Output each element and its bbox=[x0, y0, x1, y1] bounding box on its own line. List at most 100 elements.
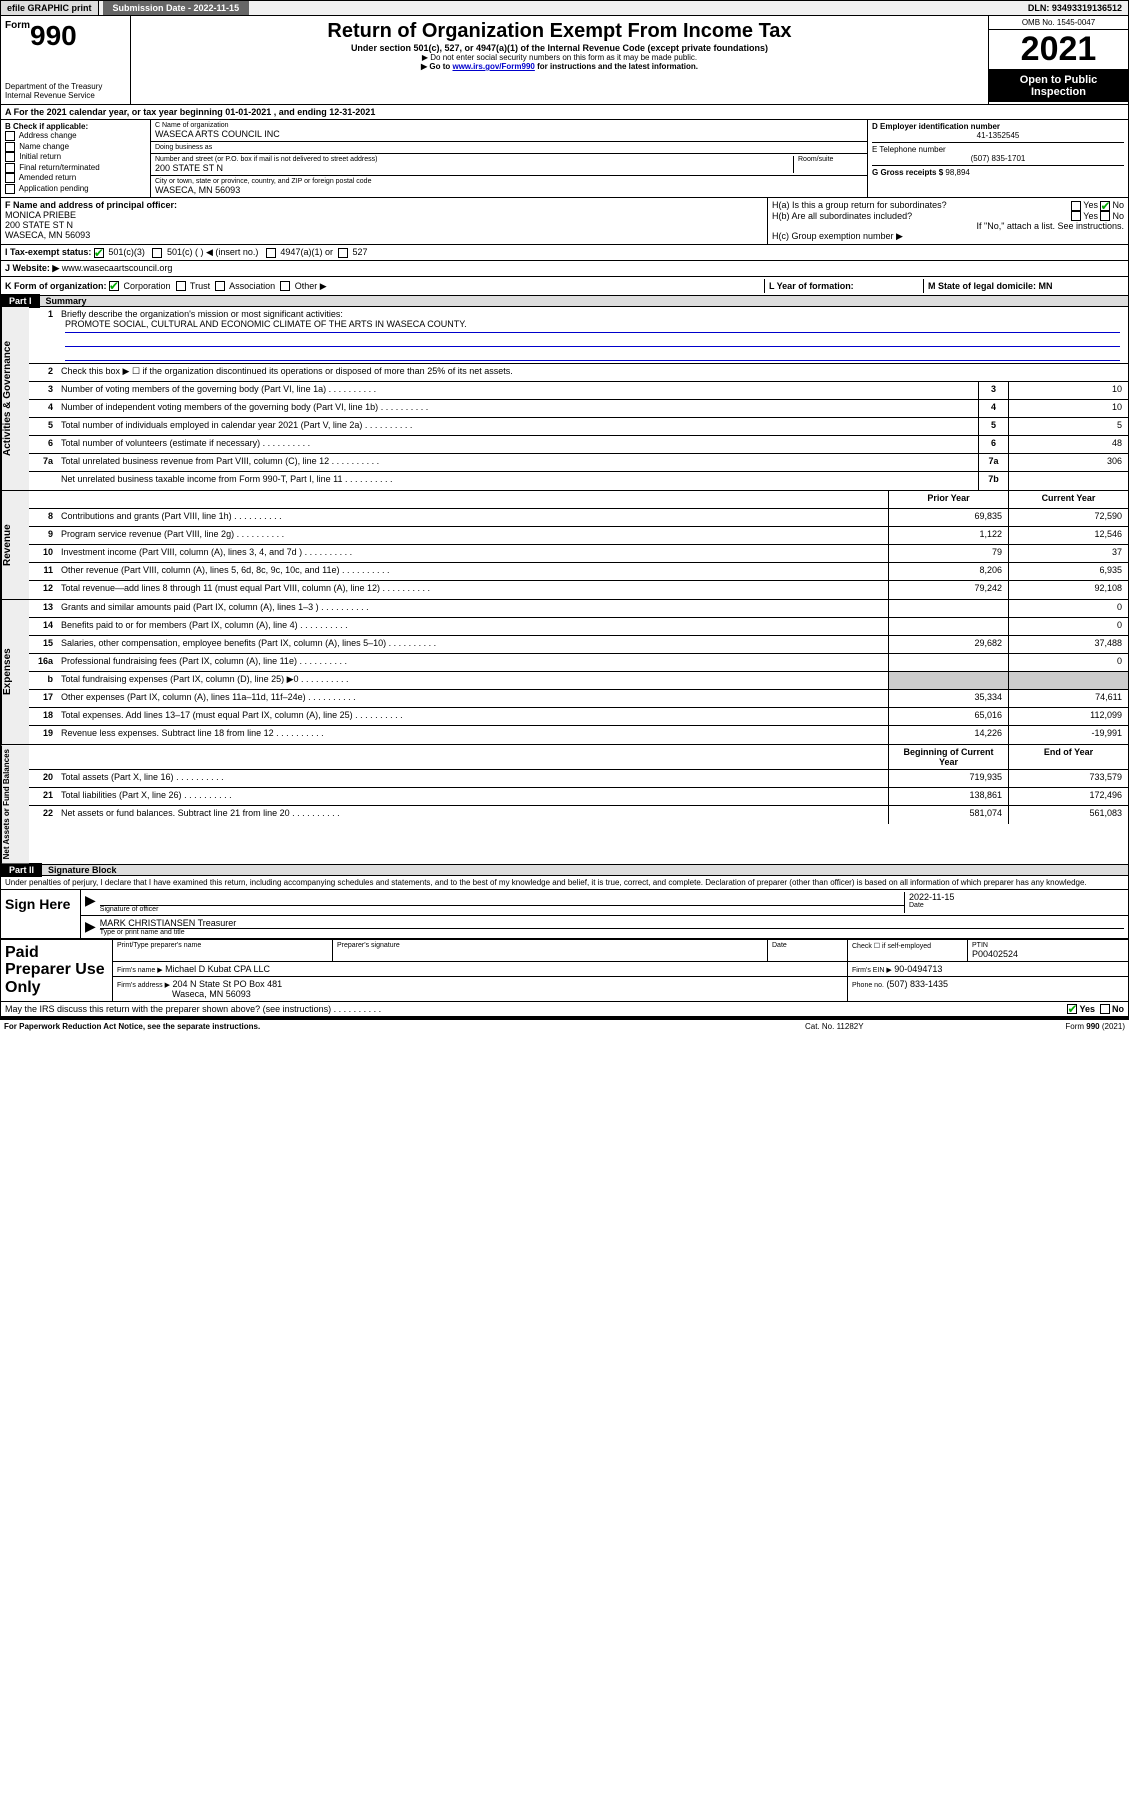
summary-row: 5Total number of individuals employed in… bbox=[29, 418, 1128, 436]
tel-value: (507) 835-1701 bbox=[872, 154, 1124, 163]
efile-button[interactable]: efile GRAPHIC print bbox=[1, 1, 99, 15]
summary-row: bTotal fundraising expenses (Part IX, co… bbox=[29, 672, 1128, 690]
submission-date: Submission Date - 2022-11-15 bbox=[103, 1, 250, 15]
line1-desc: Briefly describe the organization's miss… bbox=[57, 307, 1128, 363]
ha-yes-checkbox[interactable] bbox=[1071, 201, 1081, 211]
note-ssn: ▶ Do not enter social security numbers o… bbox=[135, 53, 984, 62]
arrow-icon: ▶ bbox=[85, 918, 96, 936]
checkbox[interactable] bbox=[5, 184, 15, 194]
trust-label: Trust bbox=[190, 281, 210, 291]
summary-row: 13Grants and similar amounts paid (Part … bbox=[29, 600, 1128, 618]
footer-right: Form 990 (2021) bbox=[985, 1022, 1125, 1031]
527-label: 527 bbox=[352, 247, 367, 257]
paid-preparer-block: Paid Preparer Use Only Print/Type prepar… bbox=[1, 938, 1128, 1001]
sig-date-value: 2022-11-15 bbox=[909, 892, 1124, 902]
note-link: ▶ Go to www.irs.gov/Form990 for instruct… bbox=[135, 62, 984, 71]
527-checkbox[interactable] bbox=[338, 248, 348, 258]
hb-yes: Yes bbox=[1083, 211, 1098, 221]
room-label: Room/suite bbox=[798, 156, 863, 163]
form-title: Return of Organization Exempt From Incom… bbox=[135, 20, 984, 43]
discuss-no-checkbox[interactable] bbox=[1100, 1004, 1110, 1014]
form-subtitle: Under section 501(c), 527, or 4947(a)(1)… bbox=[135, 43, 984, 53]
current-year-header: Current Year bbox=[1008, 491, 1128, 508]
netassets-tab: Net Assets or Fund Balances bbox=[1, 745, 29, 863]
summary-row: 7aTotal unrelated business revenue from … bbox=[29, 454, 1128, 472]
part-1-header: Part ISummary bbox=[0, 296, 1129, 307]
checkbox[interactable] bbox=[5, 142, 15, 152]
501c3-checkbox[interactable] bbox=[94, 248, 104, 258]
hb-yes-checkbox[interactable] bbox=[1071, 211, 1081, 221]
dln: DLN: 93493319136512 bbox=[1022, 1, 1128, 15]
firm-phone-label: Phone no. bbox=[852, 982, 884, 989]
checkbox[interactable] bbox=[5, 173, 15, 183]
officer-name: MONICA PRIEBE bbox=[5, 210, 763, 220]
expenses-block: Expenses 13Grants and similar amounts pa… bbox=[0, 600, 1129, 745]
org-name-label: C Name of organization bbox=[155, 122, 863, 129]
line2-num: 2 bbox=[29, 364, 57, 381]
row-j: J Website: ▶ www.wasecaartscouncil.org bbox=[1, 261, 1128, 277]
4947-checkbox[interactable] bbox=[266, 248, 276, 258]
assoc-label: Association bbox=[229, 281, 275, 291]
officer-addr2: WASECA, MN 56093 bbox=[5, 230, 763, 240]
summary-row: 9Program service revenue (Part VIII, lin… bbox=[29, 527, 1128, 545]
form-org-label: K Form of organization: bbox=[5, 281, 107, 291]
box-b-item: Initial return bbox=[5, 152, 146, 163]
note2-post: for instructions and the latest informat… bbox=[535, 62, 698, 71]
tax-year: 2021 bbox=[989, 30, 1128, 70]
summary-row: Net unrelated business taxable income fr… bbox=[29, 472, 1128, 490]
sig-name-label: Type or print name and title bbox=[100, 929, 1124, 936]
corp-label: Corporation bbox=[124, 281, 171, 291]
row-f-h: F Name and address of principal officer:… bbox=[1, 198, 1128, 245]
city-value: WASECA, MN 56093 bbox=[155, 185, 863, 195]
expenses-tab: Expenses bbox=[1, 600, 29, 744]
hb-no-checkbox[interactable] bbox=[1100, 211, 1110, 221]
gross-value: 98,894 bbox=[945, 168, 969, 177]
checkbox[interactable] bbox=[5, 152, 15, 162]
ha-no-checkbox[interactable] bbox=[1100, 201, 1110, 211]
officer-label: F Name and address of principal officer: bbox=[5, 200, 763, 210]
row-i: I Tax-exempt status: 501(c)(3) 501(c) ( … bbox=[1, 245, 1128, 261]
part2-bar: Part II bbox=[1, 863, 42, 877]
summary-row: 19Revenue less expenses. Subtract line 1… bbox=[29, 726, 1128, 744]
501c-checkbox[interactable] bbox=[152, 248, 162, 258]
revenue-tab: Revenue bbox=[1, 491, 29, 599]
assoc-checkbox[interactable] bbox=[215, 281, 225, 291]
summary-row: 6Total number of volunteers (estimate if… bbox=[29, 436, 1128, 454]
part2-title: Signature Block bbox=[42, 863, 123, 877]
h-a-label: H(a) Is this a group return for subordin… bbox=[772, 200, 947, 211]
addr-value: 200 STATE ST N bbox=[155, 163, 793, 173]
city-label: City or town, state or province, country… bbox=[155, 178, 863, 185]
page-footer: For Paperwork Reduction Act Notice, see … bbox=[0, 1019, 1129, 1033]
checkbox[interactable] bbox=[5, 131, 15, 141]
firm-phone-value: (507) 833-1435 bbox=[886, 979, 948, 989]
discuss-yes-checkbox[interactable] bbox=[1067, 1004, 1077, 1014]
year-formation: L Year of formation: bbox=[764, 279, 924, 293]
paid-preparer-title: Paid Preparer Use Only bbox=[1, 940, 113, 1001]
governance-block: Activities & Governance 1 Briefly descri… bbox=[0, 307, 1129, 491]
sig-officer-label: Signature of officer bbox=[100, 906, 904, 913]
other-checkbox[interactable] bbox=[280, 281, 290, 291]
summary-row: 4Number of independent voting members of… bbox=[29, 400, 1128, 418]
summary-row: 3Number of voting members of the governi… bbox=[29, 382, 1128, 400]
tax-status-label: I Tax-exempt status: bbox=[5, 247, 91, 257]
box-b-item: Address change bbox=[5, 131, 146, 142]
trust-checkbox[interactable] bbox=[176, 281, 186, 291]
box-h: H(a) Is this a group return for subordin… bbox=[768, 198, 1128, 244]
firm-ein-value: 90-0494713 bbox=[894, 964, 942, 974]
checkbox[interactable] bbox=[5, 163, 15, 173]
dba-label: Doing business as bbox=[155, 144, 863, 151]
line-a: A For the 2021 calendar year, or tax yea… bbox=[1, 105, 1128, 120]
firm-addr2: Waseca, MN 56093 bbox=[172, 989, 251, 999]
box-b-title: B Check if applicable: bbox=[5, 122, 146, 131]
irs-link[interactable]: www.irs.gov/Form990 bbox=[452, 62, 534, 71]
note2-pre: ▶ Go to bbox=[421, 62, 452, 71]
sig-date-label: Date bbox=[909, 902, 1124, 909]
box-d-e-g: D Employer identification number 41-1352… bbox=[868, 120, 1128, 197]
prior-year-header: Prior Year bbox=[888, 491, 1008, 508]
h-c-label: H(c) Group exemption number ▶ bbox=[772, 231, 1124, 242]
summary-row: 14Benefits paid to or for members (Part … bbox=[29, 618, 1128, 636]
corp-checkbox[interactable] bbox=[109, 281, 119, 291]
firm-addr1: 204 N State St PO Box 481 bbox=[173, 979, 283, 989]
box-c: C Name of organization WASECA ARTS COUNC… bbox=[151, 120, 868, 197]
row-b-c-d: B Check if applicable: Address change Na… bbox=[1, 120, 1128, 198]
